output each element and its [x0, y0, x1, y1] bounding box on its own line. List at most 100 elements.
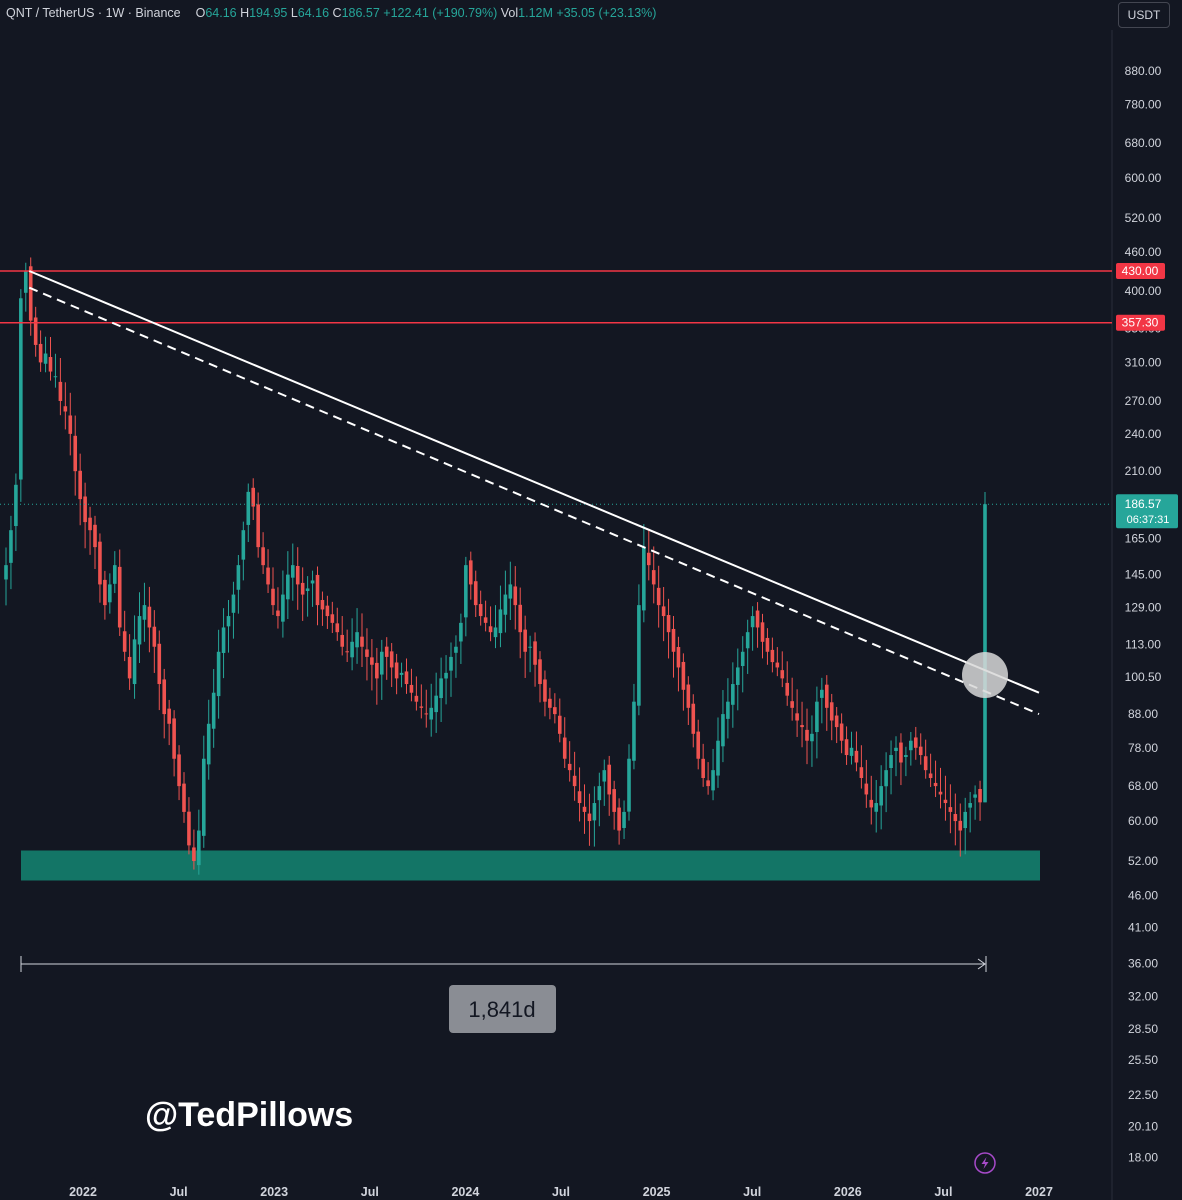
candle-body [281, 594, 285, 622]
open-label: O [195, 6, 206, 20]
y-tick-label: 680.00 [1125, 136, 1162, 150]
candle-body [290, 565, 295, 578]
candle-body [533, 641, 537, 665]
trendlines[interactable] [28, 270, 1040, 716]
candle-body [172, 718, 176, 759]
x-tick-label: 2027 [1025, 1185, 1053, 1199]
x-tick-label: 2024 [451, 1185, 479, 1199]
x-tick-label: Jul [743, 1185, 761, 1199]
candle-body [829, 702, 834, 721]
candle-body [468, 560, 473, 585]
candle-body [948, 807, 953, 812]
dashed-trendline[interactable] [28, 286, 1040, 716]
solid-trendline[interactable] [28, 270, 1040, 694]
candle-body [918, 746, 923, 756]
horizontal-levels[interactable] [0, 270, 1112, 505]
candle-body [449, 656, 453, 671]
candle-body [177, 754, 181, 787]
candle-body [429, 707, 434, 720]
candle-body [355, 632, 359, 648]
x-tick-label: Jul [170, 1185, 188, 1199]
candle-body [389, 651, 394, 668]
x-tick-label: Jul [552, 1185, 570, 1199]
candle-body [483, 617, 488, 623]
date-range-measure[interactable]: 1,841d [20, 956, 987, 1033]
candle-body [221, 627, 226, 653]
candle-body [78, 470, 82, 500]
candle-body [9, 530, 13, 563]
candle-body [646, 552, 651, 566]
candle-body [612, 789, 616, 812]
candle-body [701, 758, 705, 779]
y-tick-label: 240.00 [1125, 427, 1162, 441]
candle-body [894, 747, 898, 751]
x-tick-label: Jul [934, 1185, 952, 1199]
candle-body [459, 622, 463, 642]
candle-body [4, 565, 8, 580]
y-axis[interactable]: 880.00 780.00 680.00 600.00 520.00 460.00 400.… [1125, 64, 1162, 1164]
candle-body [721, 714, 725, 747]
candle-body [108, 584, 112, 603]
candle-body [879, 786, 883, 806]
candle-body [978, 788, 982, 803]
candle-body [928, 773, 933, 779]
candle-body [869, 799, 874, 808]
y-tick-label: 520.00 [1125, 211, 1162, 225]
candle-body [48, 357, 53, 372]
candle-body [968, 803, 972, 808]
candle-body [834, 715, 839, 728]
candle-body [953, 814, 958, 822]
x-tick-label: 2025 [643, 1185, 671, 1199]
low-label: L [290, 6, 298, 20]
currency-button[interactable]: USDT [1118, 2, 1170, 28]
level-price-label: 430.00 [1122, 264, 1159, 278]
candle-body [246, 491, 251, 525]
candle-body [849, 747, 854, 756]
support-zone-layer [21, 850, 1040, 881]
candle-body [889, 755, 893, 769]
candle-body [19, 298, 23, 480]
candle-body [473, 581, 478, 606]
candle-body [617, 807, 621, 831]
candle-body [271, 588, 275, 606]
candle-body [43, 353, 48, 364]
candle-body [53, 376, 58, 378]
candle-body [790, 701, 794, 708]
candle-body [716, 740, 720, 776]
x-axis[interactable]: 2022 Jul 2023 Jul 2024 Jul 2025 Jul 2026 Jul 2027 [69, 1185, 1053, 1199]
candle-body [844, 739, 849, 756]
candle-body [740, 651, 745, 667]
candle-body [686, 684, 691, 708]
candle-body [73, 435, 78, 472]
y-tick-label: 780.00 [1125, 98, 1162, 112]
candle-body [286, 574, 290, 600]
candle-body [622, 811, 626, 828]
candle-body [68, 415, 73, 434]
lightning-icon[interactable] [974, 1152, 996, 1174]
change-value: +122.41 (+190.79%) [383, 6, 498, 20]
candle-body [775, 662, 780, 668]
candle-body [859, 767, 864, 779]
candle-body [444, 672, 448, 679]
candle-body [23, 271, 28, 293]
y-tick-label: 100.50 [1125, 670, 1162, 684]
candle-body [538, 659, 542, 685]
candle-body [182, 783, 186, 812]
candle-body [943, 799, 948, 804]
y-tick-label: 52.00 [1128, 854, 1158, 868]
candle-series [4, 257, 987, 875]
candle-body [63, 406, 68, 412]
candle-body [498, 609, 503, 634]
candle-body [839, 723, 844, 741]
support-zone[interactable] [21, 850, 1040, 881]
y-tick-label: 78.00 [1128, 741, 1158, 755]
candle-body [706, 780, 710, 787]
candle-body [820, 689, 824, 698]
candle-body [399, 672, 404, 675]
candle-body [637, 605, 641, 706]
candle-body [414, 695, 419, 702]
candle-body [760, 622, 765, 642]
candle-body [419, 706, 424, 708]
y-tick-label: 113.00 [1125, 637, 1161, 651]
